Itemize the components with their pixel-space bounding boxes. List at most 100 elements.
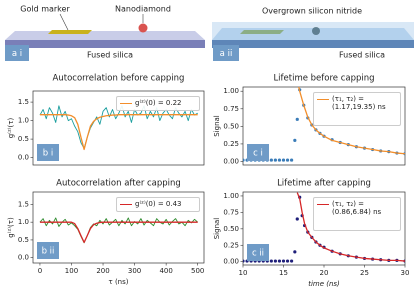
y-tick-label: 1.5 [18, 200, 29, 208]
nanodiamond [138, 23, 148, 33]
slab-side [5, 40, 205, 48]
panel-label-box [5, 45, 29, 61]
data-point [269, 259, 273, 263]
data-line [296, 192, 405, 262]
data-point [243, 259, 245, 263]
panel-label-box [247, 244, 269, 261]
y-tick-label: 1.0 [18, 117, 29, 125]
data-point [281, 158, 286, 162]
data-point [285, 259, 290, 263]
chart-title: Autocorrelation before capping [53, 74, 185, 84]
y-axis-label: g⁽²⁾(τ) [7, 217, 15, 238]
chart: Lifetime before capping 0.00 0.25 0.50 0.75 1… [213, 74, 406, 165]
x-tick-label: 20 [320, 269, 329, 277]
schematic-a-i: Gold marker Nanodiamond Fused silica a i [5, 5, 205, 61]
annotation: Overgrown silicon nitride [262, 7, 362, 16]
plot-content [39, 217, 198, 244]
chart: Autocorrelation before capping 0.0 0.5 1.0 1… [7, 74, 205, 166]
legend-box: g⁽²⁾(0) = 0.43 [116, 197, 200, 212]
plot-content [39, 105, 198, 151]
panel-label: b ii [42, 247, 55, 257]
data-point [277, 158, 282, 162]
data-point [293, 250, 297, 254]
x-tick-label: 15 [279, 269, 288, 277]
chart-title: Lifetime before capping [273, 74, 374, 84]
data-point [243, 158, 245, 162]
data-point [293, 138, 297, 143]
legend: g⁽²⁾(0) = 0.22 [116, 96, 200, 111]
slab-top [5, 31, 205, 40]
annotation: Fused silica [87, 51, 133, 60]
legend-swatch [317, 99, 329, 100]
data-line [39, 114, 198, 151]
panel-label-box [247, 144, 269, 161]
gold-marker [240, 30, 284, 34]
y-tick-label: 0.50 [223, 225, 239, 233]
legend-label: g⁽²⁾(0) = 0.22 [135, 99, 182, 107]
chart-title: Autocorrelation after capping [56, 179, 181, 189]
data-point [269, 158, 273, 162]
y-tick-label: 1.00 [223, 87, 239, 95]
panel-label-box [37, 242, 59, 259]
y-tick-label: 0.50 [223, 122, 239, 130]
data-point [290, 259, 294, 263]
annotation: Gold marker [20, 5, 70, 14]
y-tick-label: 0.5 [18, 135, 29, 143]
legend-box: (τ₁, τ₂) = (1.17,19.35) ns [313, 92, 401, 126]
legend-swatch [120, 103, 132, 104]
slab-side [212, 40, 414, 48]
legend-swatch [120, 204, 132, 205]
panel-label: a i [12, 49, 22, 59]
data-point [273, 158, 277, 162]
x-tick-label: 0 [38, 267, 42, 275]
data-point [295, 217, 299, 221]
chart: Lifetime after capping 0.00 0.25 0.50 0.75 1.… [213, 179, 409, 289]
panel-label: a ii [220, 49, 233, 59]
legend-box: (τ₁, τ₂) = (0.86,6.84) ns [313, 197, 401, 231]
panel-label: c i [253, 149, 263, 159]
schematic-a-ii: Overgrown silicon nitride Fused silica a… [212, 7, 414, 61]
legend: (τ₁, τ₂) = (1.17,19.35) ns [313, 92, 401, 126]
panel-label-box [37, 144, 59, 161]
y-tick-label: 0.0 [18, 254, 29, 262]
y-tick-label: 0.0 [18, 154, 29, 162]
legend-label: g⁽²⁾(0) = 0.43 [135, 200, 182, 208]
y-tick-label: 1.0 [18, 218, 29, 226]
x-tick-label: 500 [191, 267, 204, 275]
y-tick-label: 0.75 [223, 105, 239, 113]
y-tick-label: 0.25 [223, 140, 239, 148]
y-axis-label: g⁽²⁾(τ) [7, 118, 15, 139]
x-tick-label: 300 [128, 267, 141, 275]
y-tick-label: 0.5 [18, 236, 29, 244]
data-line [39, 221, 198, 244]
chart-title: Lifetime after capping [277, 179, 371, 189]
legend-swatch [317, 204, 329, 205]
data-point [281, 259, 286, 263]
legend-box: g⁽²⁾(0) = 0.22 [116, 96, 200, 111]
legend: g⁽²⁾(0) = 0.43 [116, 197, 200, 212]
nanodiamond [312, 27, 320, 35]
data-point [295, 117, 299, 121]
y-tick-label: 1.5 [18, 98, 29, 106]
y-tick-label: 0.00 [223, 258, 239, 266]
pointer [59, 13, 69, 31]
y-tick-label: 0.75 [223, 208, 239, 216]
data-point [285, 158, 290, 162]
x-tick-label: 10 [239, 269, 248, 277]
panel-label: c ii [252, 249, 264, 259]
x-axis-label: time (ns) [308, 280, 340, 288]
legend: (τ₁, τ₂) = (0.86,6.84) ns [313, 197, 401, 231]
legend-label: (τ₁, τ₂) = (1.17,19.35) ns [332, 95, 386, 111]
chart: Autocorrelation after capping 0.0 0.5 1.0 1.… [7, 179, 204, 287]
panel-label-box [213, 45, 239, 61]
data-point [277, 259, 282, 263]
annotation: Fused silica [339, 51, 385, 60]
legend-label: (τ₁, τ₂) = (0.86,6.84) ns [332, 200, 382, 216]
y-tick-label: 0.00 [223, 157, 239, 165]
panel-label: b i [43, 149, 53, 159]
x-tick-label: 100 [65, 267, 78, 275]
x-tick-label: 30 [401, 269, 410, 277]
data-line [298, 87, 405, 155]
data-point [273, 259, 277, 263]
